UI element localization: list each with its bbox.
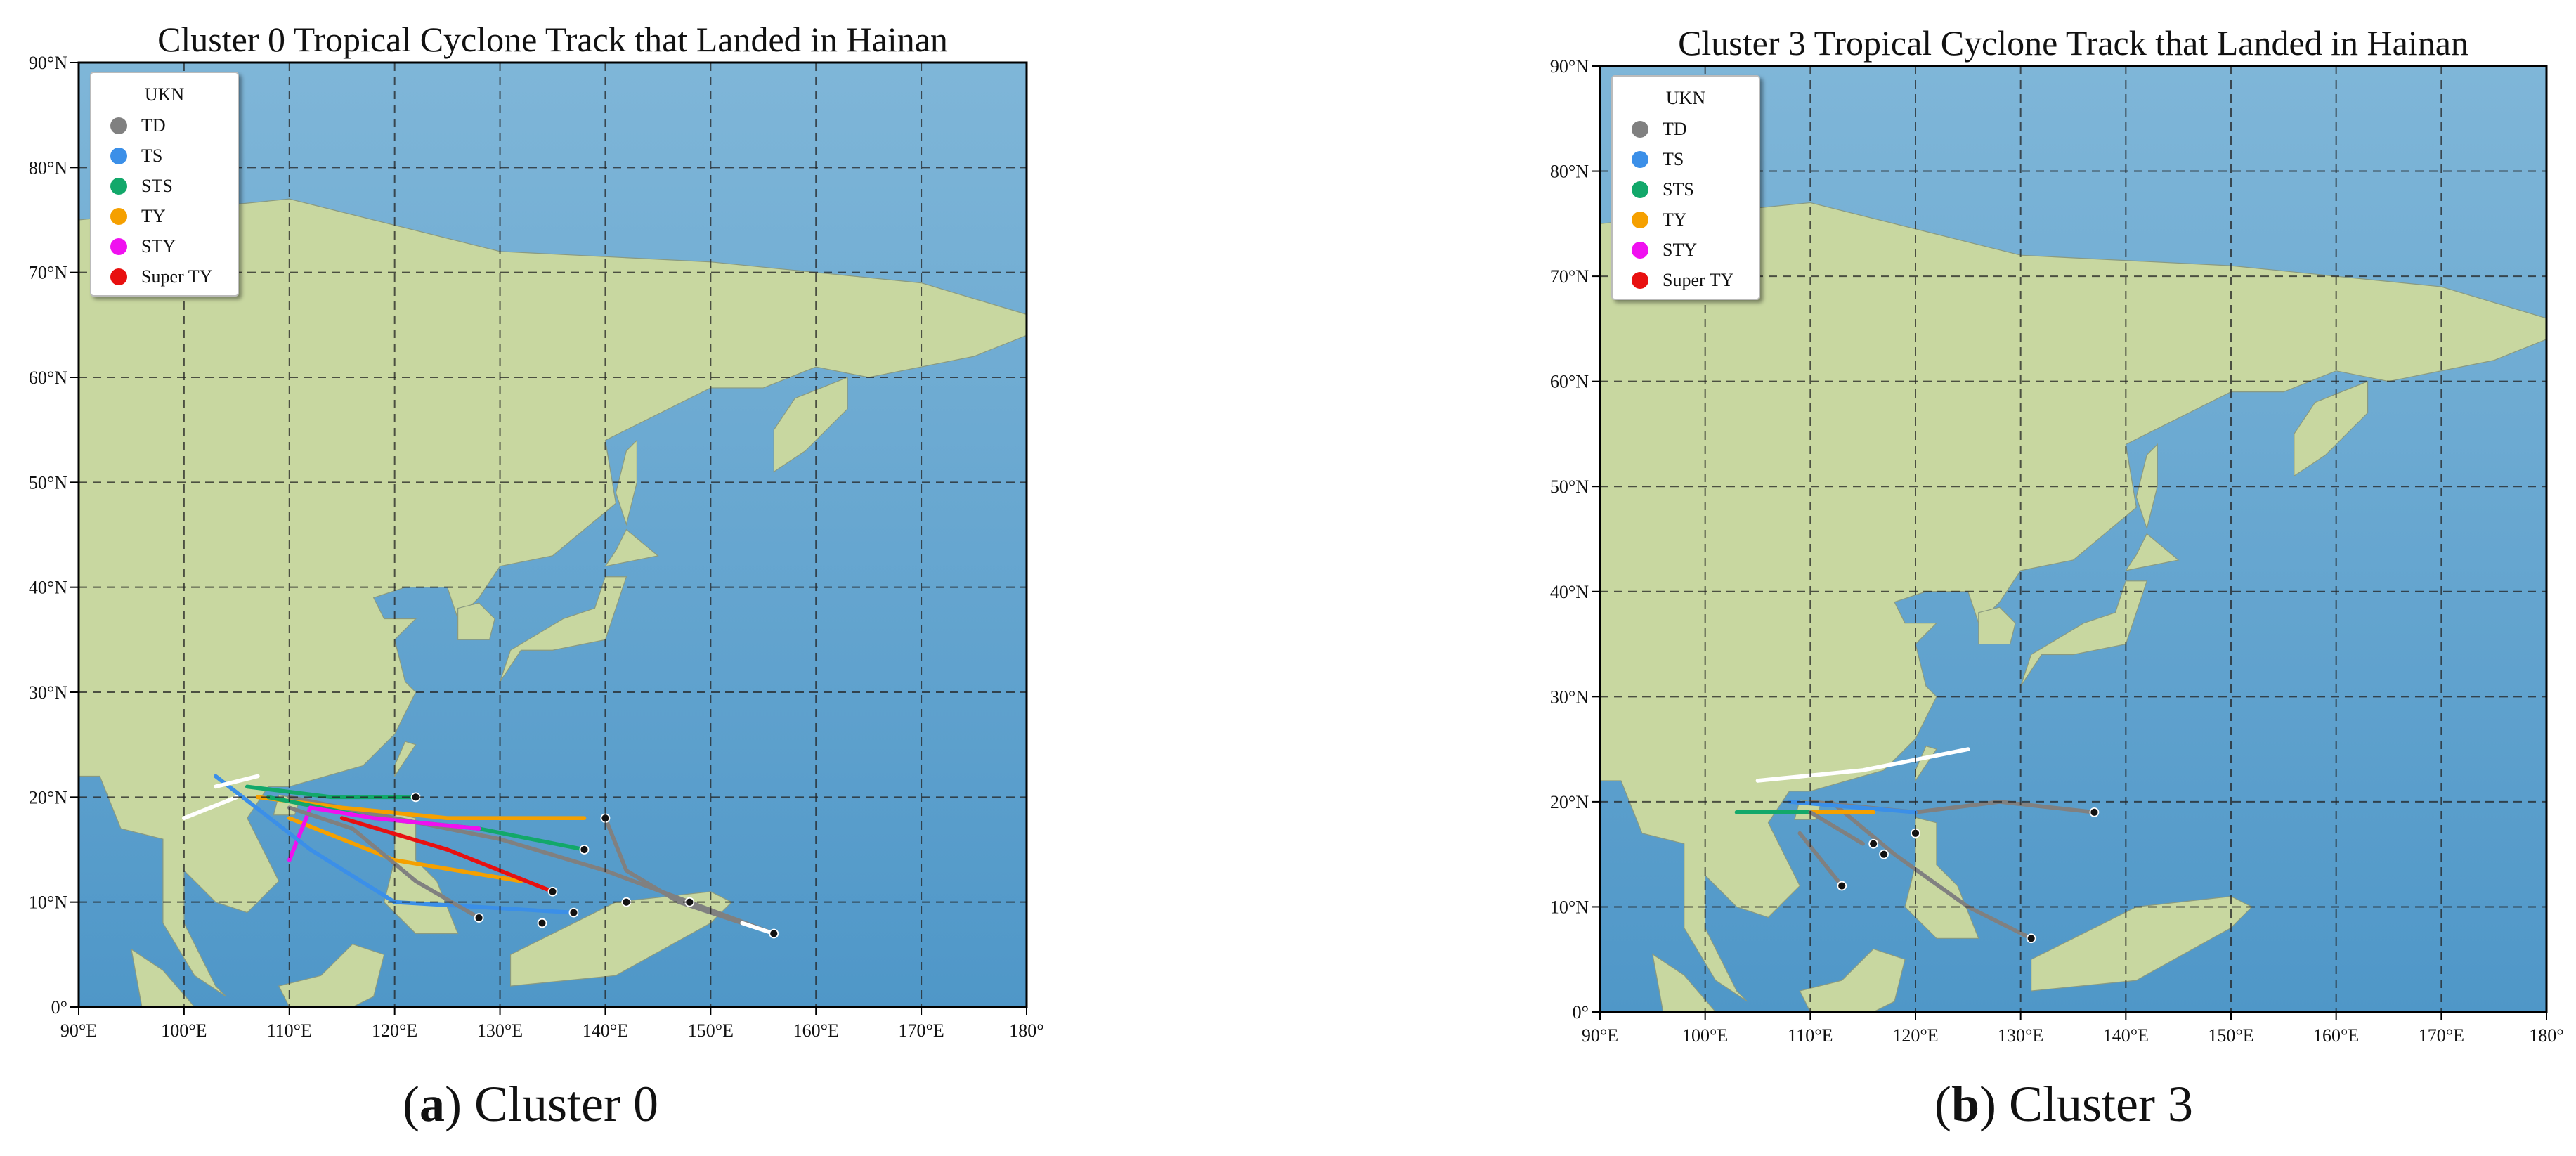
x-tick-label: 110°E xyxy=(267,1020,312,1041)
legend-marker xyxy=(110,268,127,285)
legend-marker xyxy=(110,117,127,134)
x-tick-label: 100°E xyxy=(161,1020,207,1041)
legend-marker xyxy=(1632,121,1648,138)
y-tick-label: 90°N xyxy=(1550,56,1589,77)
y-tick-label: 20°N xyxy=(1550,792,1589,812)
y-tick-label: 0° xyxy=(51,997,67,1018)
map-frame xyxy=(1599,65,2548,1013)
legend-label: STS xyxy=(141,176,173,196)
panel-title: Cluster 3 Tropical Cyclone Track that La… xyxy=(1678,23,2468,63)
x-tick-label: 90°E xyxy=(60,1020,97,1041)
x-tick-label: 130°E xyxy=(1998,1025,2043,1046)
legend-marker xyxy=(110,178,127,195)
x-tick-label: 170°E xyxy=(898,1020,944,1041)
legend-label: TD xyxy=(141,115,166,136)
y-tick-label: 50°N xyxy=(1550,476,1589,497)
x-tick-label: 160°E xyxy=(793,1020,839,1041)
legend-label: Super TY xyxy=(1663,270,1734,290)
caption-prefix: ( xyxy=(403,1076,419,1132)
legend-label: STY xyxy=(141,236,176,256)
y-tick-label: 40°N xyxy=(1550,582,1589,602)
legend-label: TS xyxy=(1663,149,1684,169)
x-tick-label: 160°E xyxy=(2313,1025,2359,1046)
caption: (b) Cluster 3 xyxy=(1934,1076,2193,1132)
y-tick-label: 90°N xyxy=(29,53,67,73)
x-tick-label: 150°E xyxy=(2208,1025,2253,1046)
x-tick-label: 180° xyxy=(2529,1025,2563,1046)
panel-title: Cluster 0 Tropical Cyclone Track that La… xyxy=(157,20,948,59)
caption-text: ) Cluster 0 xyxy=(445,1076,658,1132)
legend-marker xyxy=(1632,151,1648,168)
legend-label: TY xyxy=(141,206,166,226)
y-tick-label: 30°N xyxy=(29,682,67,703)
legend-marker xyxy=(1632,212,1648,228)
y-tick-label: 30°N xyxy=(1550,687,1589,707)
x-tick-label: 130°E xyxy=(477,1020,523,1041)
legend-box xyxy=(1611,75,1760,300)
x-tick-label: 150°E xyxy=(688,1020,734,1041)
x-tick-label: 110°E xyxy=(1788,1025,1833,1046)
legend-marker xyxy=(1632,242,1648,259)
caption-letter: b xyxy=(1951,1076,1979,1132)
legend-label: TD xyxy=(1663,119,1687,139)
y-tick-label: 20°N xyxy=(29,787,67,807)
legend-marker xyxy=(1632,272,1648,289)
legend-label: Super TY xyxy=(141,266,213,287)
map-frame xyxy=(77,61,1028,1008)
x-tick-label: 140°E xyxy=(2103,1025,2149,1046)
caption-text: ) Cluster 3 xyxy=(1979,1076,2193,1132)
x-tick-label: 90°E xyxy=(1582,1025,1618,1046)
y-tick-label: 70°N xyxy=(1550,266,1589,287)
caption-prefix: ( xyxy=(1934,1076,1951,1132)
legend-marker xyxy=(110,148,127,164)
legend-box xyxy=(90,72,239,297)
legend-label: TS xyxy=(141,145,162,166)
y-tick-label: 10°N xyxy=(1550,897,1589,917)
caption: (a) Cluster 0 xyxy=(403,1076,658,1132)
x-tick-label: 100°E xyxy=(1682,1025,1728,1046)
legend-label: STS xyxy=(1663,179,1694,200)
y-tick-label: 80°N xyxy=(29,157,67,178)
legend-label: STY xyxy=(1663,240,1697,260)
legend-marker xyxy=(110,238,127,255)
y-tick-label: 60°N xyxy=(29,368,67,388)
x-tick-label: 120°E xyxy=(1892,1025,1938,1046)
legend-label: TY xyxy=(1663,209,1687,230)
x-tick-label: 140°E xyxy=(583,1020,628,1041)
x-tick-label: 180° xyxy=(1009,1020,1043,1041)
y-tick-label: 40°N xyxy=(29,578,67,598)
x-tick-label: 170°E xyxy=(2419,1025,2464,1046)
legend-title: UKN xyxy=(1666,88,1706,108)
legend-marker xyxy=(110,208,127,225)
legend-title: UKN xyxy=(145,84,185,105)
legend-marker xyxy=(1632,181,1648,198)
y-tick-label: 50°N xyxy=(29,472,67,493)
panel: Cluster 3 Tropical Cyclone Track that La… xyxy=(1550,23,2564,1132)
y-tick-label: 0° xyxy=(1573,1002,1589,1022)
y-tick-label: 10°N xyxy=(29,892,67,913)
y-tick-label: 70°N xyxy=(29,263,67,283)
y-tick-label: 60°N xyxy=(1550,372,1589,392)
y-tick-label: 80°N xyxy=(1550,162,1589,182)
panel: Cluster 0 Tropical Cyclone Track that La… xyxy=(29,20,1044,1132)
x-tick-label: 120°E xyxy=(372,1020,417,1041)
caption-letter: a xyxy=(419,1076,445,1132)
